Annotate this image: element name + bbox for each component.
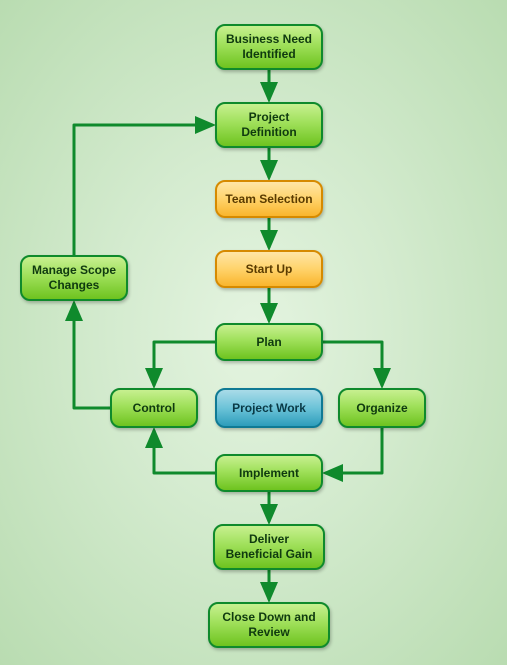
node-project-def: Project Definition <box>215 102 323 148</box>
node-team-selection: Team Selection <box>215 180 323 218</box>
node-deliver: Deliver Beneficial Gain <box>213 524 325 570</box>
flowchart-canvas: Business Need Identified Project Definit… <box>0 0 507 665</box>
node-close: Close Down and Review <box>208 602 330 648</box>
edge-organize-to-implement <box>325 428 382 473</box>
node-manage-scope: Manage Scope Changes <box>20 255 128 301</box>
edge-plan-to-control <box>154 342 215 386</box>
node-project-work: Project Work <box>215 388 323 428</box>
edge-implement-to-control <box>154 430 215 473</box>
node-organize: Organize <box>338 388 426 428</box>
node-start-up: Start Up <box>215 250 323 288</box>
node-implement: Implement <box>215 454 323 492</box>
node-plan: Plan <box>215 323 323 361</box>
edge-manage_scope-to-project_def <box>74 125 213 255</box>
edge-plan-to-organize <box>323 342 382 386</box>
node-control: Control <box>110 388 198 428</box>
edge-control-to-manage_scope <box>74 303 110 408</box>
node-business-need: Business Need Identified <box>215 24 323 70</box>
